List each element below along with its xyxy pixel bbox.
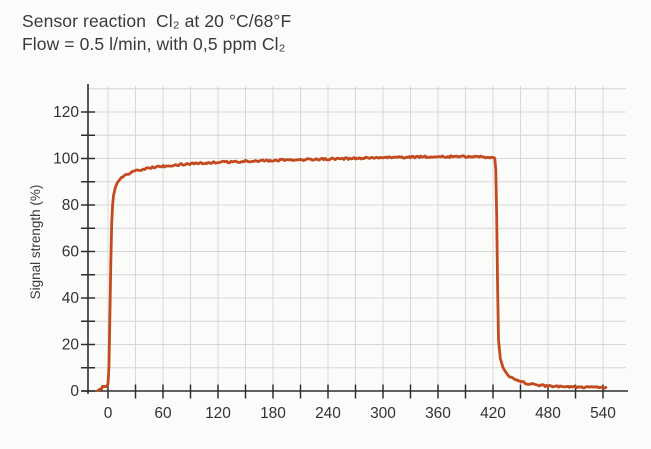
x-tick-label: 360	[425, 405, 451, 422]
x-tick-label: 420	[480, 405, 506, 422]
x-tick-label: 240	[315, 405, 341, 422]
y-tick-label: 120	[53, 104, 79, 121]
y-tick-label: 100	[53, 151, 79, 168]
y-tick-label: 20	[62, 337, 80, 354]
x-tick-label: 120	[205, 405, 231, 422]
y-tick-label: 60	[62, 244, 80, 261]
y-tick-label: 0	[70, 383, 79, 400]
x-tick-label: 540	[590, 405, 616, 422]
x-tick-label: 300	[370, 405, 396, 422]
axis-ticks	[81, 111, 604, 399]
x-tick-label: 0	[104, 405, 113, 422]
x-tick-label: 480	[535, 405, 561, 422]
grid-lines	[88, 86, 626, 391]
tick-labels: 0 60 120 180 240 300 360 420 480 540 0 20 40 60 80 100 1…	[53, 104, 616, 422]
x-tick-label: 180	[260, 405, 286, 422]
y-axis-label: Signal strength (%)	[28, 185, 43, 300]
chart-subtitle: Flow = 0.5 l/min, with 0,5 ppm Cl₂	[22, 34, 286, 55]
chart-title-block: Sensor reaction Cl₂ at 20 °C/68°F Flow =…	[22, 10, 291, 56]
y-tick-label: 80	[62, 197, 80, 214]
signal-line	[96, 154, 608, 392]
x-tick-label: 60	[154, 405, 172, 422]
signal-curve	[96, 154, 608, 392]
y-tick-label: 40	[62, 290, 80, 307]
chart-title: Sensor reaction Cl₂ at 20 °C/68°F	[22, 11, 292, 31]
